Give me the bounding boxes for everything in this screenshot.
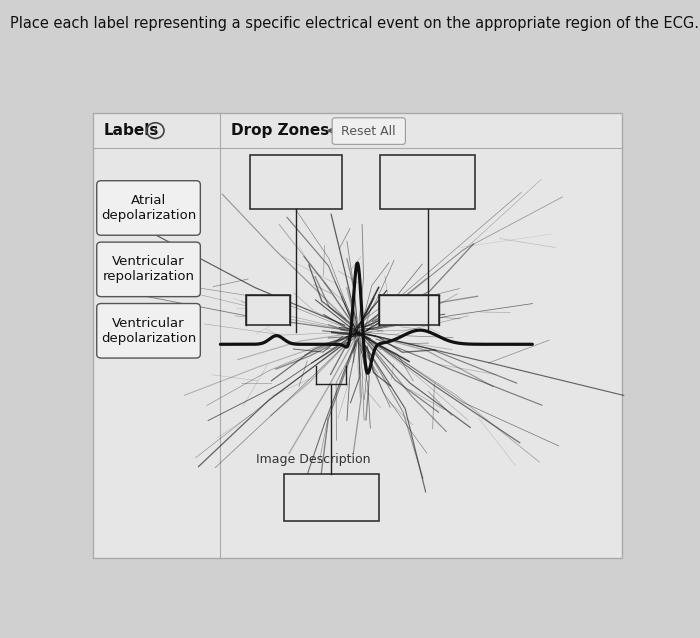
FancyBboxPatch shape <box>97 304 200 358</box>
Text: Image Description: Image Description <box>256 453 370 466</box>
FancyBboxPatch shape <box>332 118 405 144</box>
FancyBboxPatch shape <box>284 475 379 521</box>
Text: Place each label representing a specific electrical event on the appropriate reg: Place each label representing a specific… <box>10 16 699 31</box>
Text: Atrial
depolarization: Atrial depolarization <box>101 194 196 222</box>
Text: Reset All: Reset All <box>341 124 395 138</box>
Text: Drop Zones: Drop Zones <box>231 123 330 138</box>
Text: Ventricular
repolarization: Ventricular repolarization <box>102 255 195 283</box>
FancyBboxPatch shape <box>97 181 200 235</box>
FancyBboxPatch shape <box>93 114 622 558</box>
FancyBboxPatch shape <box>251 155 342 209</box>
FancyBboxPatch shape <box>97 242 200 297</box>
Text: Ventricular
depolarization: Ventricular depolarization <box>101 317 196 345</box>
FancyBboxPatch shape <box>379 295 439 325</box>
Text: i: i <box>154 126 157 136</box>
FancyBboxPatch shape <box>381 155 475 209</box>
Text: Labels: Labels <box>104 123 159 138</box>
FancyBboxPatch shape <box>246 295 290 325</box>
